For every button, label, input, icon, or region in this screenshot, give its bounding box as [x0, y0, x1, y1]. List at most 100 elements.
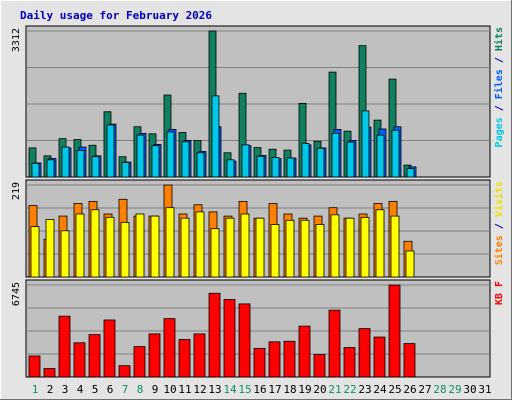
bar-pages-day-26: [406, 168, 415, 178]
bar-visits-day-7: [120, 221, 130, 278]
x-tick-label-day-16: 16: [253, 383, 266, 396]
bar-visits-day-3: [60, 230, 70, 278]
x-tick-label-day-30: 30: [463, 383, 476, 396]
bar-visits-day-26: [405, 250, 415, 278]
panel-kbytes-axis-label: KB F: [494, 281, 505, 305]
bar-visits-day-8: [135, 213, 145, 278]
bar-kb-f-day-2: [43, 368, 56, 378]
bar-kb-f-day-16: [253, 347, 266, 378]
bar-visits-day-15: [240, 213, 250, 278]
x-tick-label-day-20: 20: [313, 383, 326, 396]
bar-visits-day-24: [375, 209, 385, 278]
bar-kb-f-day-5: [88, 334, 101, 378]
bar-visits-day-14: [225, 217, 235, 278]
bar-pages-day-19: [301, 143, 310, 178]
bar-pages-day-8: [136, 134, 145, 178]
x-tick-label-day-12: 12: [193, 383, 206, 396]
x-tick-label-day-29: 29: [448, 383, 461, 396]
x-tick-label-day-14: 14: [223, 383, 237, 396]
bar-kb-f-day-17: [268, 341, 281, 378]
bar-kb-f-day-11: [178, 339, 191, 378]
bar-kb-f-day-19: [298, 325, 311, 378]
bar-pages-day-3: [61, 146, 70, 178]
bar-visits-day-6: [105, 216, 115, 278]
panel-hits-axis-label: Pages / Files / Hits: [493, 27, 505, 147]
bar-pages-day-4: [76, 150, 85, 178]
x-tick-label-day-4: 4: [77, 383, 84, 396]
x-tick-label-day-8: 8: [137, 383, 144, 396]
bar-visits-day-1: [30, 226, 40, 278]
x-tick-label-day-6: 6: [107, 383, 114, 396]
bar-kb-f-day-13: [208, 292, 221, 378]
bar-visits-day-13: [210, 228, 220, 278]
bar-pages-day-5: [91, 156, 100, 178]
bar-kb-f-day-20: [313, 354, 326, 378]
x-tick-label-day-24: 24: [373, 383, 387, 396]
bar-pages-day-17: [271, 157, 280, 178]
bar-visits-day-17: [270, 224, 280, 278]
bar-pages-day-13: [211, 95, 220, 178]
bar-kb-f-day-8: [133, 346, 146, 378]
bar-kb-f-day-4: [73, 342, 86, 378]
bar-kb-f-day-23: [358, 328, 371, 378]
bar-visits-day-10: [165, 207, 175, 278]
bar-visits-day-4: [75, 213, 85, 278]
bar-visits-day-19: [300, 219, 310, 278]
axis-label-part: Hits: [493, 27, 505, 51]
bar-kb-f-day-6: [103, 319, 116, 378]
axis-label-part: /: [494, 217, 505, 235]
bar-pages-day-22: [346, 141, 355, 178]
bar-kb-f-day-26: [403, 343, 416, 378]
bar-pages-day-20: [316, 147, 325, 178]
panel-hits-max-label: 3312: [11, 28, 22, 52]
x-tick-label-day-7: 7: [122, 383, 129, 396]
x-tick-label-day-26: 26: [403, 383, 416, 396]
x-tick-label-day-2: 2: [47, 383, 54, 396]
bar-visits-day-21: [330, 214, 340, 278]
bar-kb-f-day-15: [238, 303, 251, 378]
bar-pages-day-10: [166, 131, 175, 178]
bar-pages-day-24: [376, 134, 385, 178]
bar-pages-day-14: [226, 159, 235, 178]
panel-visits-axis-label: Sites / Visits: [493, 181, 505, 265]
bar-kb-f-day-12: [193, 333, 206, 378]
panel-visits: 219 Sites / Visits: [11, 179, 505, 278]
x-tick-label-day-9: 9: [152, 383, 159, 396]
x-tick-label-day-17: 17: [268, 383, 281, 396]
bar-kb-f-day-3: [58, 315, 71, 378]
bar-pages-day-11: [181, 141, 190, 178]
x-tick-label-day-11: 11: [178, 383, 191, 396]
bar-pages-day-16: [256, 155, 265, 178]
x-tick-label-day-5: 5: [92, 383, 99, 396]
x-tick-label-day-27: 27: [418, 383, 431, 396]
bar-visits-day-18: [285, 219, 295, 278]
bar-kb-f-day-21: [328, 309, 341, 378]
x-tick-label-day-18: 18: [283, 383, 296, 396]
axis-label-part: Visits: [493, 181, 505, 217]
x-tick-label-day-28: 28: [433, 383, 446, 396]
bar-visits-day-20: [315, 224, 325, 278]
bar-kb-f-day-25: [388, 284, 401, 378]
bar-pages-day-9: [151, 145, 160, 178]
bar-pages-day-1: [31, 162, 40, 178]
x-tick-label-day-23: 23: [358, 383, 371, 396]
axis-label-part: Pages: [494, 117, 505, 147]
x-tick-label-day-21: 21: [328, 383, 341, 396]
bar-visits-day-23: [360, 216, 370, 278]
bar-pages-day-23: [361, 110, 370, 178]
bar-pages-day-6: [106, 124, 115, 178]
bar-visits-day-22: [345, 217, 355, 278]
bar-kb-f-day-10: [163, 318, 176, 378]
bar-visits-day-5: [90, 209, 100, 278]
x-tick-label-day-22: 22: [343, 383, 356, 396]
bar-kb-f-day-9: [148, 333, 161, 378]
bar-pages-day-12: [196, 152, 205, 178]
panel-hits: 3312 Pages / Files / Hits: [11, 25, 505, 178]
x-tick-label-day-10: 10: [163, 383, 176, 396]
bar-kb-f-day-24: [373, 336, 386, 378]
axis-label-part: /: [494, 99, 505, 117]
bar-kb-f-day-22: [343, 347, 356, 378]
bar-kb-f-day-18: [283, 340, 296, 378]
bar-pages-day-21: [331, 132, 340, 178]
